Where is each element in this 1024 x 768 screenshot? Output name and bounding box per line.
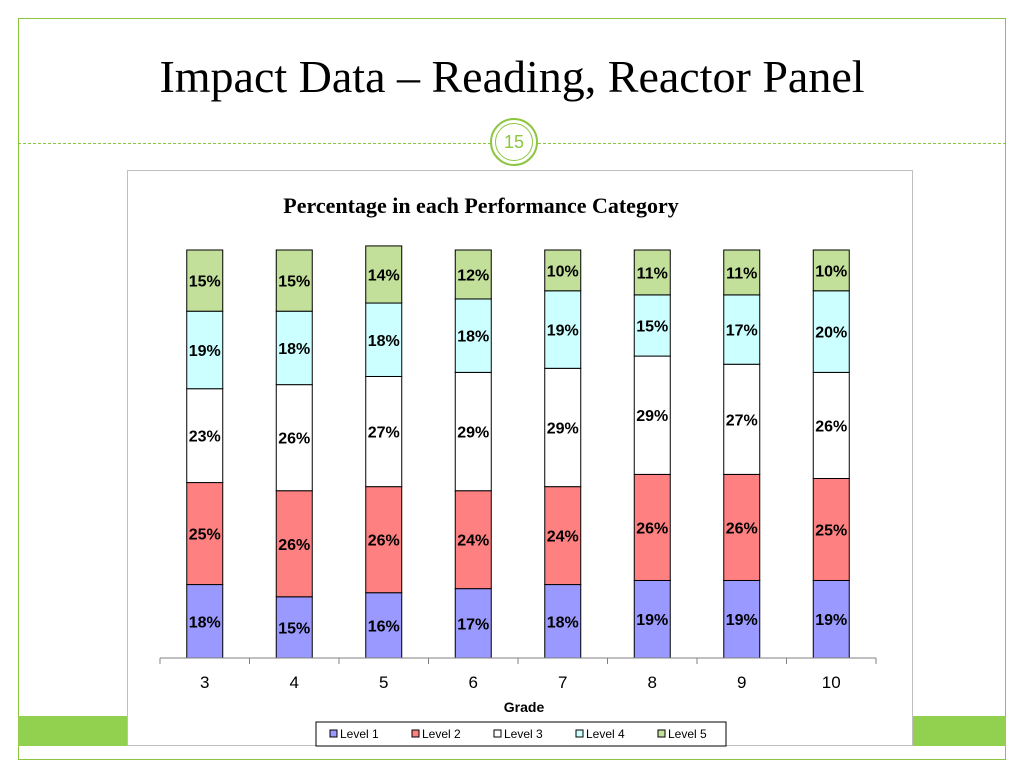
x-tick-label: 10 — [822, 673, 841, 692]
legend-label-level-1: Level 1 — [340, 727, 379, 741]
bar-segment-level-3-grade-3 — [186, 388, 224, 484]
bar-segment-level-4-grade-4 — [275, 310, 313, 386]
data-label: 18% — [368, 333, 400, 350]
legend-label-level-4: Level 4 — [586, 727, 625, 741]
data-label: 11% — [726, 265, 757, 282]
bar-segment-level-2-grade-7 — [544, 486, 582, 586]
slide-title: Impact Data – Reading, Reactor Panel — [159, 51, 865, 102]
data-label: 15% — [278, 274, 310, 291]
slide-frame — [18, 18, 1006, 760]
data-label: 18% — [547, 614, 579, 631]
data-label: 23% — [189, 429, 221, 446]
data-label: 16% — [368, 618, 400, 635]
chart: Percentage in each Performance Category 1… — [127, 170, 913, 747]
data-label: 27% — [726, 412, 758, 429]
bar-segment-level-5-grade-6 — [454, 249, 492, 300]
bar-segment-level-5-grade-9 — [723, 249, 761, 296]
data-label: 29% — [547, 420, 579, 437]
data-label: 26% — [815, 418, 847, 435]
chart-title: Percentage in each Performance Category — [283, 193, 678, 218]
legend-swatch-level-1 — [329, 729, 338, 738]
bar-segment-level-2-grade-9 — [723, 473, 761, 581]
data-label: 12% — [457, 267, 489, 284]
data-label: 19% — [636, 612, 668, 629]
bar-segment-level-5-grade-3 — [186, 249, 224, 312]
data-label: 19% — [726, 612, 758, 629]
bar-segment-level-4-grade-9 — [723, 294, 761, 365]
bar-segment-level-1-grade-6 — [454, 588, 492, 659]
data-label: 15% — [278, 620, 310, 637]
data-label: 25% — [189, 527, 221, 544]
data-label: 19% — [189, 343, 221, 360]
data-label: 18% — [457, 329, 489, 346]
bar-segment-level-4-grade-7 — [544, 290, 582, 369]
data-label: 11% — [637, 265, 668, 282]
bar-segment-level-3-grade-5 — [365, 375, 403, 488]
data-label: 26% — [278, 431, 310, 448]
bar-segment-level-3-grade-7 — [544, 367, 582, 488]
data-label: 29% — [636, 408, 668, 425]
data-label: 18% — [278, 341, 310, 358]
data-label: 20% — [815, 325, 847, 342]
x-tick-label: 6 — [469, 673, 478, 692]
bar-segment-level-1-grade-7 — [544, 584, 582, 659]
bar-segment-level-5-grade-4 — [275, 249, 313, 312]
data-label: 25% — [815, 522, 847, 539]
x-tick-label: 3 — [200, 673, 209, 692]
data-label: 26% — [278, 537, 310, 554]
legend-swatch-level-5 — [657, 729, 666, 738]
bar-segment-level-5-grade-8 — [633, 249, 671, 296]
x-tick-label: 9 — [737, 673, 746, 692]
data-label: 26% — [726, 520, 758, 537]
x-tick-label: 7 — [558, 673, 567, 692]
bar-segment-level-2-grade-6 — [454, 490, 492, 590]
legend-swatch-level-2 — [411, 729, 420, 738]
x-axis-title: Grade — [504, 699, 545, 715]
legend-label-level-5: Level 5 — [668, 727, 707, 741]
x-tick-label: 5 — [379, 673, 388, 692]
legend-label-level-3: Level 3 — [504, 727, 543, 741]
bar-segment-level-5-grade-7 — [544, 249, 582, 292]
data-label: 15% — [636, 318, 668, 335]
data-label: 10% — [547, 263, 579, 280]
data-label: 17% — [457, 616, 489, 633]
data-label: 10% — [815, 263, 847, 280]
bar-segment-level-5-grade-10 — [812, 249, 850, 292]
bar-segment-level-2-grade-8 — [633, 473, 671, 581]
data-label: 15% — [189, 274, 221, 291]
bar-segment-level-2-grade-3 — [186, 482, 224, 586]
data-label: 26% — [368, 533, 400, 550]
legend-label-level-2: Level 2 — [422, 727, 461, 741]
data-label: 14% — [368, 267, 400, 284]
x-tick-label: 4 — [290, 673, 299, 692]
data-label: 29% — [457, 425, 489, 442]
bar-segment-level-1-grade-10 — [812, 579, 850, 659]
bar-segment-level-4-grade-10 — [812, 290, 850, 373]
data-label: 27% — [368, 425, 400, 442]
slide-number-badge: 15 — [490, 118, 538, 166]
bar-segment-level-4-grade-8 — [633, 294, 671, 357]
bar-segment-level-1-grade-3 — [186, 584, 224, 659]
slide-number: 15 — [503, 132, 525, 152]
data-label: 19% — [815, 612, 847, 629]
x-tick-label: 8 — [648, 673, 657, 692]
data-label: 17% — [726, 323, 758, 340]
data-label: 26% — [636, 520, 668, 537]
bar-segment-level-4-grade-6 — [454, 298, 492, 373]
bar-segment-level-3-grade-10 — [812, 371, 850, 479]
bar-segment-level-1-grade-8 — [633, 579, 671, 659]
legend-swatch-level-4 — [575, 729, 584, 738]
data-label: 19% — [547, 323, 579, 340]
data-label: 24% — [547, 529, 579, 546]
bar-segment-level-3-grade-8 — [633, 355, 671, 475]
chart-svg: Percentage in each Performance Category 1… — [159, 193, 877, 747]
data-label: 18% — [189, 614, 221, 631]
data-label: 24% — [457, 533, 489, 550]
bar-segment-level-2-grade-4 — [275, 490, 313, 598]
legend-swatch-level-3 — [493, 729, 502, 738]
bar-segment-level-3-grade-6 — [454, 371, 492, 492]
bar-segment-level-5-grade-5 — [365, 245, 403, 304]
